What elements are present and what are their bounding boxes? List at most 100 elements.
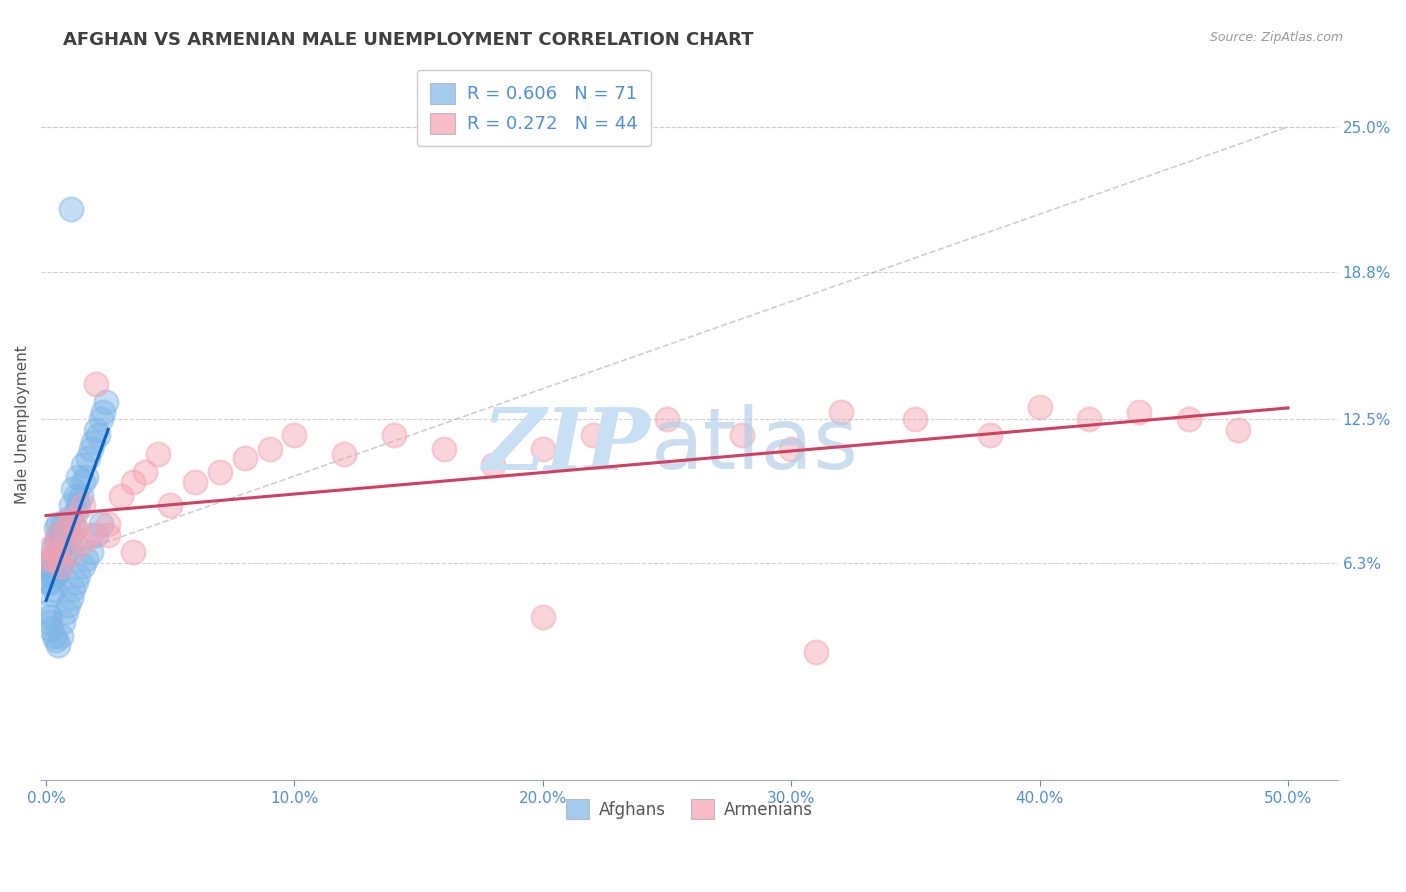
Point xyxy=(39,551,62,566)
Point xyxy=(75,551,97,566)
Point xyxy=(87,428,110,442)
Point xyxy=(48,528,70,542)
Legend: Afghans, Armenians: Afghans, Armenians xyxy=(560,793,820,825)
Point xyxy=(233,451,256,466)
Point xyxy=(55,521,77,535)
Point xyxy=(52,551,75,566)
Point xyxy=(134,465,156,479)
Point xyxy=(45,568,67,582)
Point xyxy=(55,544,77,558)
Point xyxy=(122,475,145,489)
Point xyxy=(39,574,62,589)
Point xyxy=(1128,404,1150,418)
Point xyxy=(38,563,60,577)
Point xyxy=(38,551,60,566)
Point xyxy=(94,395,117,409)
Point xyxy=(38,568,60,582)
Point xyxy=(259,442,281,456)
Point xyxy=(1078,411,1101,425)
Point xyxy=(979,428,1001,442)
Point xyxy=(730,428,752,442)
Point xyxy=(62,516,84,531)
Point xyxy=(75,470,97,484)
Point xyxy=(184,475,207,489)
Point xyxy=(52,533,75,547)
Point xyxy=(91,404,114,418)
Point xyxy=(37,605,59,619)
Point xyxy=(97,516,120,531)
Point xyxy=(77,451,100,466)
Y-axis label: Male Unemployment: Male Unemployment xyxy=(15,345,30,504)
Point xyxy=(45,535,67,549)
Point xyxy=(84,376,107,391)
Text: Source: ZipAtlas.com: Source: ZipAtlas.com xyxy=(1209,31,1343,45)
Point xyxy=(48,563,70,577)
Point xyxy=(1177,411,1199,425)
Point xyxy=(72,475,94,489)
Point xyxy=(48,544,70,558)
Point xyxy=(38,610,60,624)
Point xyxy=(49,558,72,573)
Point xyxy=(80,544,103,558)
Point xyxy=(146,446,169,460)
Point xyxy=(90,516,112,531)
Point xyxy=(333,446,356,460)
Point xyxy=(62,482,84,496)
Point xyxy=(65,521,87,535)
Point xyxy=(82,434,104,449)
Point xyxy=(655,411,678,425)
Point xyxy=(42,629,65,643)
Point xyxy=(42,582,65,596)
Point xyxy=(59,498,82,512)
Point xyxy=(65,574,87,589)
Point xyxy=(48,516,70,531)
Point xyxy=(45,544,67,558)
Point xyxy=(84,423,107,437)
Point xyxy=(49,629,72,643)
Point xyxy=(42,551,65,566)
Point xyxy=(49,558,72,573)
Point xyxy=(65,489,87,503)
Point xyxy=(41,563,63,577)
Point xyxy=(283,428,305,442)
Point xyxy=(59,512,82,526)
Point xyxy=(67,568,90,582)
Point xyxy=(38,574,60,589)
Point xyxy=(45,633,67,648)
Point xyxy=(55,605,77,619)
Point xyxy=(39,622,62,636)
Point xyxy=(780,442,803,456)
Point xyxy=(531,610,554,624)
Point xyxy=(382,428,405,442)
Point xyxy=(70,489,93,503)
Point xyxy=(1227,423,1250,437)
Point xyxy=(59,544,82,558)
Point xyxy=(72,498,94,512)
Point xyxy=(37,558,59,573)
Point xyxy=(482,458,505,473)
Point xyxy=(52,615,75,629)
Point xyxy=(42,568,65,582)
Point xyxy=(208,465,231,479)
Point xyxy=(804,645,827,659)
Point xyxy=(58,535,80,549)
Point xyxy=(830,404,852,418)
Point xyxy=(904,411,927,425)
Point xyxy=(52,516,75,531)
Point xyxy=(59,591,82,606)
Point xyxy=(49,540,72,554)
Point xyxy=(48,528,70,542)
Point xyxy=(97,528,120,542)
Point xyxy=(65,505,87,519)
Point xyxy=(58,599,80,613)
Point xyxy=(1028,400,1050,414)
Point xyxy=(122,544,145,558)
Point xyxy=(59,202,82,216)
Point xyxy=(39,586,62,600)
Point xyxy=(159,498,181,512)
Point xyxy=(48,638,70,652)
Text: atlas: atlas xyxy=(651,404,859,487)
Text: ZIP: ZIP xyxy=(482,404,651,488)
Point xyxy=(80,442,103,456)
Point xyxy=(38,615,60,629)
